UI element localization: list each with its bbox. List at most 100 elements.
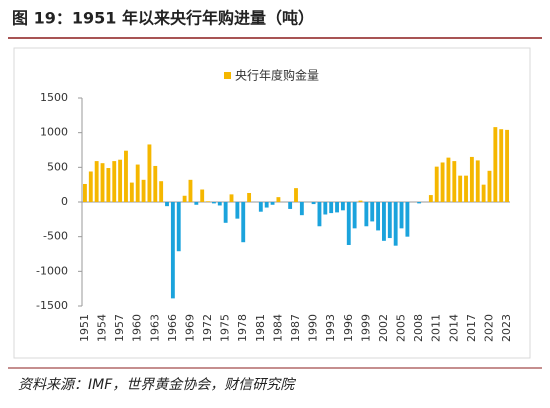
legend-label: 央行年度购金量 [235,68,319,83]
bar [270,202,275,205]
x-tick-label: 1987 [289,314,302,342]
bar [405,202,410,237]
bar [346,202,351,245]
bar [294,188,298,202]
bar [118,159,123,202]
x-tick-label: 2014 [447,314,460,342]
bar [393,202,398,246]
bar [170,202,175,299]
x-tick-label: 1951 [78,314,91,342]
bar [147,144,152,202]
x-tick-label: 1999 [359,314,372,342]
bar [258,202,263,212]
bar [206,201,210,202]
x-tick-label: 2017 [465,314,478,342]
bar [200,189,205,202]
bar [364,202,369,227]
bar [358,200,363,202]
bar [235,202,240,219]
x-tick-label: 1969 [183,314,196,342]
bar [382,202,386,241]
x-tick-label: 1981 [254,314,267,342]
bar [487,170,492,202]
bar [112,161,117,202]
bar [194,202,199,205]
y-tick-label: 1500 [40,91,68,104]
bar [452,161,457,202]
x-tick-label: 1984 [271,314,284,342]
bar [211,202,216,204]
bar [499,129,504,202]
bar [223,202,228,223]
bar [159,181,164,202]
bar [129,182,134,202]
bar [335,202,339,213]
bar [505,129,510,202]
bar [440,162,445,202]
bar [88,171,93,202]
y-tick-label: 1000 [40,126,68,139]
bar [464,175,468,202]
chart-title: 图 19：1951 年以来央行年购进量（吨） [12,9,314,28]
bar [446,157,451,202]
x-tick-label: 1966 [166,314,179,342]
bar [299,202,304,216]
bar [481,184,486,202]
x-tick-label: 1978 [236,314,249,342]
x-tick-label: 2005 [395,314,408,342]
x-tick-label: 2011 [430,314,443,342]
x-tick-label: 1963 [148,314,161,342]
bar [82,183,87,202]
bar [94,161,99,202]
bar [370,202,375,222]
bar [475,160,480,202]
y-tick-label: -1500 [36,299,68,312]
y-tick-label: 0 [61,195,68,208]
bar [276,197,281,202]
bar [176,202,181,252]
bar [311,202,316,205]
bar [428,195,433,202]
source-note: 资料来源：IMF，世界黄金协会，财信研究院 [18,377,296,393]
bar [469,156,474,202]
bar [182,195,187,202]
bar [329,202,334,214]
x-tick-label: 1960 [131,314,144,342]
y-tick-label: 500 [47,160,68,173]
x-tick-label: 1972 [201,314,214,342]
bar [264,202,269,208]
x-tick-label: 1993 [324,314,337,342]
bar [288,202,293,209]
bar [317,202,322,227]
bar [100,163,105,202]
y-tick-label: -500 [43,230,68,243]
bar [417,202,422,204]
x-tick-label: 1954 [96,314,109,342]
bar [141,179,146,202]
bar [217,202,222,206]
legend-swatch [224,72,231,79]
bar [352,202,357,229]
bar [323,202,328,215]
bar [247,192,252,202]
x-tick-label: 1990 [307,314,320,342]
x-tick-label: 2020 [482,314,495,342]
x-tick-label: 1975 [219,314,232,342]
x-tick-label: 1957 [113,314,126,342]
bar [135,164,140,202]
bar [434,166,439,202]
bar [340,202,345,211]
x-tick-label: 2023 [500,314,513,342]
y-tick-label: -1000 [36,264,68,277]
bar [241,202,246,243]
bar [165,202,169,207]
x-tick-label: 1996 [342,314,355,342]
bar [188,179,193,202]
x-tick-label: 2008 [412,314,425,342]
bar [399,202,404,229]
bar [229,194,234,202]
bar [124,150,128,202]
bar [387,202,392,239]
